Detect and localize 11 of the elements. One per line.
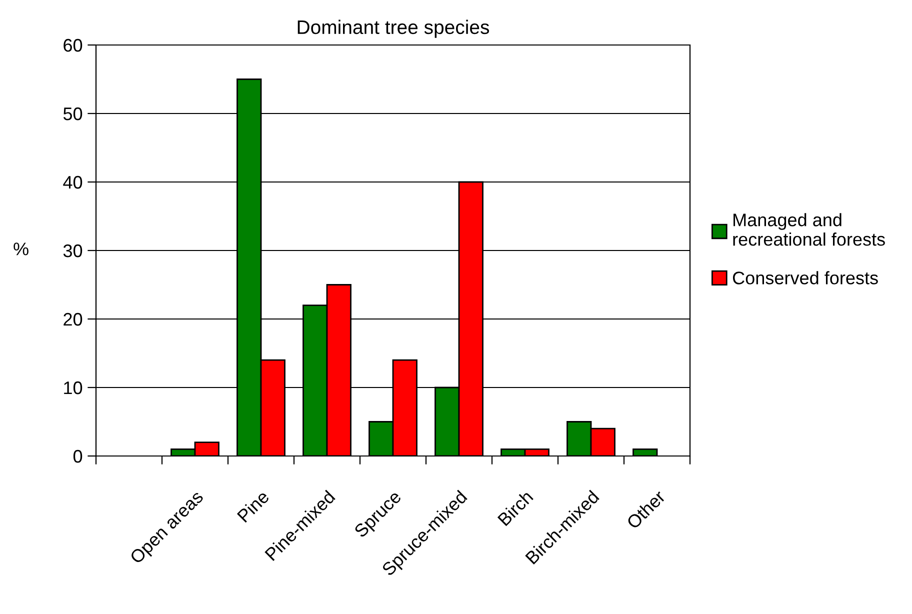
y-tick-label: 10 — [64, 381, 82, 394]
y-axis-title: % — [14, 242, 28, 256]
y-tick-label: 20 — [64, 312, 82, 326]
legend-label: Managed and recreational forests — [733, 213, 885, 246]
legend-label: Conserved forests — [732, 271, 878, 284]
y-tick-label: 40 — [63, 176, 82, 189]
y-tick-label: 60 — [64, 38, 82, 52]
chart-title: Dominant tree species — [298, 20, 490, 38]
y-tick-label: 30 — [63, 244, 82, 258]
y-tick-label: 0 — [73, 450, 82, 463]
y-tick-label: 50 — [63, 107, 82, 120]
